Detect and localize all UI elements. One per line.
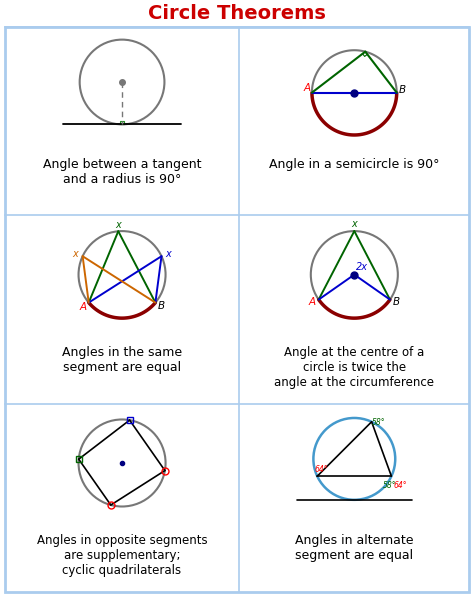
Text: x: x <box>72 249 78 260</box>
Text: 58°: 58° <box>383 481 396 490</box>
Text: A: A <box>309 297 316 307</box>
Text: B: B <box>158 301 165 311</box>
Text: A: A <box>303 83 310 93</box>
Text: Angle in a semicircle is 90°: Angle in a semicircle is 90° <box>269 158 439 170</box>
Text: 58°: 58° <box>372 418 386 427</box>
Text: Angles in opposite segments
are supplementary;
cyclic quadrilaterals: Angles in opposite segments are suppleme… <box>37 535 207 578</box>
Text: Angle between a tangent
and a radius is 90°: Angle between a tangent and a radius is … <box>43 158 201 185</box>
Text: Circle Theorems: Circle Theorems <box>148 4 326 23</box>
Text: x: x <box>351 219 357 229</box>
Text: Angle at the centre of a
circle is twice the
angle at the circumference: Angle at the centre of a circle is twice… <box>274 346 434 389</box>
Bar <box>120 121 124 124</box>
Text: Angles in alternate
segment are equal: Angles in alternate segment are equal <box>295 535 413 562</box>
Text: B: B <box>392 297 400 307</box>
Text: 64°: 64° <box>315 465 328 474</box>
Text: 64°: 64° <box>393 481 407 490</box>
Text: 2x: 2x <box>356 263 368 273</box>
Text: x: x <box>166 249 172 260</box>
Text: B: B <box>399 86 406 96</box>
Text: A: A <box>79 303 86 312</box>
Text: Angles in the same
segment are equal: Angles in the same segment are equal <box>62 346 182 374</box>
Text: x: x <box>115 219 121 230</box>
